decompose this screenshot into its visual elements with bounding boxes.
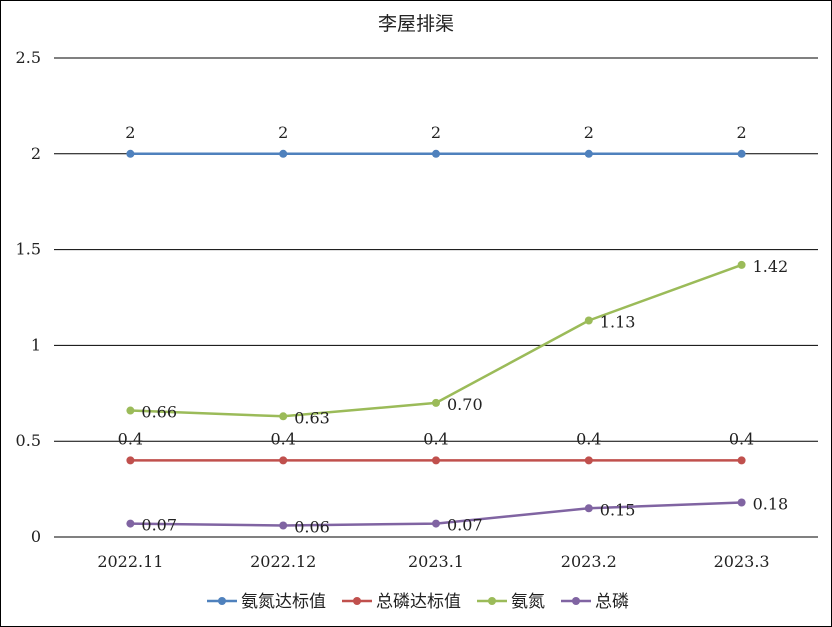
legend-label: 总磷 [595, 592, 629, 612]
data-label: 0.4 [576, 429, 601, 448]
legend-marker [572, 597, 580, 605]
x-tick-label: 2023.2 [561, 552, 617, 571]
y-tick-label: 0.5 [16, 431, 41, 450]
data-point [126, 149, 135, 158]
data-point [279, 149, 288, 158]
data-label: 0.07 [141, 516, 177, 535]
data-point [584, 456, 593, 465]
data-label: 1.42 [753, 257, 789, 276]
data-label: 0.15 [600, 500, 636, 519]
data-label: 0.18 [753, 495, 789, 514]
y-tick-label: 0 [31, 527, 41, 546]
data-point [126, 456, 135, 465]
legend-label: 氨氮达标值 [241, 592, 326, 612]
data-label: 0.70 [447, 395, 483, 414]
data-label: 0.63 [294, 408, 330, 427]
data-label: 0.06 [294, 518, 330, 537]
x-tick-label: 2023.3 [714, 552, 770, 571]
data-label: 0.4 [270, 429, 295, 448]
data-label: 1.13 [600, 312, 636, 331]
legend-label: 总磷达标值 [376, 592, 461, 612]
data-point [432, 456, 440, 465]
legend-marker [218, 597, 226, 605]
data-label: 2 [737, 123, 747, 142]
data-label: 0.4 [118, 429, 143, 448]
data-point [279, 412, 288, 421]
x-tick-label: 2023.1 [408, 552, 464, 571]
data-point [737, 149, 746, 158]
data-label: 2 [431, 123, 441, 142]
data-point [737, 498, 746, 507]
data-point [584, 149, 593, 158]
data-point [737, 456, 746, 465]
legend-marker [353, 597, 361, 605]
data-point [584, 504, 593, 513]
data-point [279, 456, 288, 465]
data-label: 2 [278, 123, 288, 142]
data-label: 0.66 [141, 403, 177, 422]
data-point [432, 149, 440, 158]
data-label: 0.4 [729, 429, 754, 448]
y-tick-label: 2.5 [16, 48, 41, 67]
data-label: 2 [584, 123, 594, 142]
legend: 氨氮达标值 总磷达标值 氨氮 总磷 [207, 592, 629, 612]
x-tick-label: 2022.12 [250, 552, 316, 571]
data-label: 2 [125, 123, 135, 142]
y-tick-label: 1.5 [16, 240, 41, 259]
data-point [432, 398, 440, 407]
x-axis-ticks: 2022.11 2022.12 2023.1 2023.2 2023.3 [97, 552, 769, 571]
legend-label: 氨氮 [511, 592, 545, 612]
x-tick-label: 2022.11 [97, 552, 163, 571]
data-point [279, 521, 288, 530]
y-tick-label: 2 [31, 144, 41, 163]
data-label: 0.4 [423, 429, 448, 448]
data-labels: 2 2 2 2 2 0.4 0.4 0.4 0.4 0.4 0.66 0.63 0.70 1.13 1.42… [118, 123, 789, 537]
y-axis-ticks: 0 0.5 1 1.5 2 2.5 [16, 48, 41, 546]
data-point [126, 406, 135, 415]
series-group [126, 149, 746, 530]
data-point [737, 260, 746, 269]
chart-title: 李屋排渠 [378, 13, 454, 35]
data-point [126, 519, 135, 528]
data-point [432, 519, 440, 528]
data-label: 0.07 [447, 516, 483, 535]
series-line [130, 263, 743, 418]
data-point [584, 316, 593, 325]
y-tick-label: 1 [31, 335, 41, 354]
legend-marker [488, 597, 496, 605]
